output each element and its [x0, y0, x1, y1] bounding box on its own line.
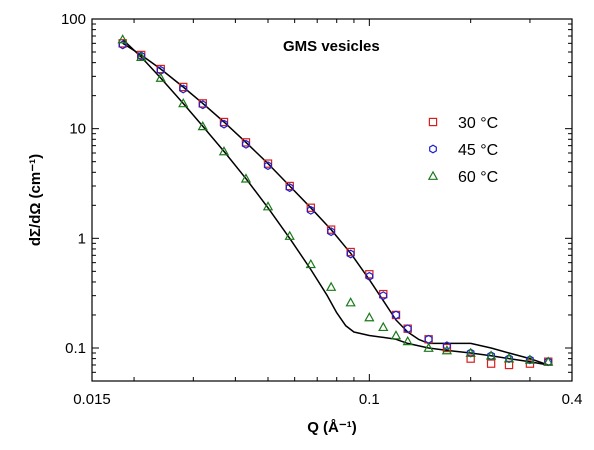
- data-point: [218, 146, 230, 156]
- x-tick-label: 0.1: [359, 391, 380, 408]
- data-point: [262, 201, 274, 211]
- data-point: [543, 356, 554, 366]
- data-point: [403, 324, 412, 334]
- data-point: [306, 205, 315, 215]
- data-point: [402, 335, 413, 346]
- legend: 30 °C 45 °C 60 °C: [427, 115, 498, 186]
- data-point: [327, 227, 335, 237]
- y-tick-label: 0.1: [65, 340, 86, 357]
- data-point: [486, 359, 496, 368]
- data-point: [424, 334, 433, 344]
- tick-labels: 0.015 0.1 0.4 0.1 1 10 100: [61, 11, 582, 408]
- legend-marker: [427, 170, 439, 180]
- data-point: [155, 72, 166, 82]
- legend-marker: [429, 144, 437, 154]
- data-point: [423, 342, 434, 352]
- data-point: [306, 203, 315, 212]
- data-point: [117, 34, 128, 44]
- series-1: [118, 40, 553, 367]
- x-tick-label: 0.015: [73, 391, 111, 408]
- y-tick-label: 100: [61, 11, 86, 28]
- legend-label: 30 °C: [458, 115, 498, 132]
- data-point: [198, 100, 207, 110]
- plot-frame: [91, 18, 573, 382]
- series-0: [118, 39, 553, 370]
- legend-label: 60 °C: [458, 169, 498, 186]
- data-point: [485, 350, 497, 360]
- data-point: [197, 120, 208, 131]
- data-point: [503, 353, 515, 363]
- axis-ticks: [91, 18, 573, 381]
- chart-title: GMS vesicles: [283, 38, 380, 55]
- data-point: [220, 119, 228, 129]
- data-point: [345, 297, 356, 307]
- data-point: [465, 347, 476, 357]
- data-points: [117, 34, 554, 370]
- series-2: [117, 34, 554, 366]
- data-point: [524, 354, 536, 364]
- data-point: [392, 310, 400, 320]
- x-axis-label: Q (Å⁻¹): [307, 419, 357, 436]
- data-point: [346, 249, 355, 259]
- data-point: [379, 291, 388, 301]
- fit-curve: [122, 38, 549, 366]
- data-point: [179, 84, 188, 94]
- data-point: [305, 258, 316, 269]
- data-point: [365, 271, 374, 281]
- legend-label: 45 °C: [458, 142, 498, 159]
- data-point: [284, 230, 295, 240]
- y-tick-label: 10: [69, 121, 86, 138]
- y-tick-label: 1: [78, 230, 86, 247]
- data-point: [466, 354, 475, 363]
- data-point: [364, 312, 375, 322]
- legend-marker: [428, 117, 438, 127]
- data-point: [178, 98, 189, 108]
- data-point: [264, 161, 272, 171]
- data-point: [285, 183, 294, 193]
- data-point: [242, 139, 250, 149]
- data-point: [443, 341, 451, 351]
- data-point: [325, 281, 337, 291]
- data-point: [390, 330, 402, 340]
- data-point: [136, 51, 147, 61]
- data-point: [441, 345, 453, 355]
- y-axis-label: dΣ/dΩ (cm⁻¹): [27, 154, 44, 246]
- data-point: [378, 321, 389, 332]
- data-point: [240, 173, 252, 183]
- x-tick-label: 0.4: [562, 391, 583, 408]
